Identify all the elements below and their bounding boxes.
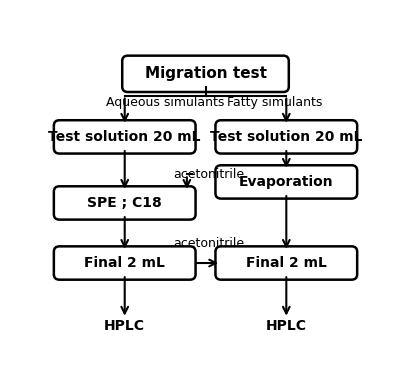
- FancyBboxPatch shape: [215, 120, 357, 154]
- Text: Migration test: Migration test: [144, 66, 267, 82]
- FancyBboxPatch shape: [54, 120, 196, 154]
- FancyBboxPatch shape: [215, 246, 357, 280]
- Text: acetonitrile: acetonitrile: [173, 168, 244, 181]
- Text: Aqueous simulants: Aqueous simulants: [106, 96, 225, 109]
- FancyBboxPatch shape: [54, 186, 196, 220]
- FancyBboxPatch shape: [215, 165, 357, 199]
- Text: Evaporation: Evaporation: [239, 175, 334, 189]
- Text: Final 2 mL: Final 2 mL: [84, 256, 165, 270]
- Text: Test solution 20 mL: Test solution 20 mL: [210, 130, 363, 144]
- Text: SPE ; C18: SPE ; C18: [87, 196, 162, 210]
- Text: acetonitrile: acetonitrile: [173, 237, 244, 250]
- Text: HPLC: HPLC: [266, 319, 307, 333]
- FancyBboxPatch shape: [122, 56, 289, 92]
- Text: HPLC: HPLC: [104, 319, 145, 333]
- Text: Test solution 20 mL: Test solution 20 mL: [49, 130, 201, 144]
- Text: Fatty simulants: Fatty simulants: [227, 96, 323, 109]
- FancyBboxPatch shape: [54, 246, 196, 280]
- Text: Final 2 mL: Final 2 mL: [246, 256, 327, 270]
